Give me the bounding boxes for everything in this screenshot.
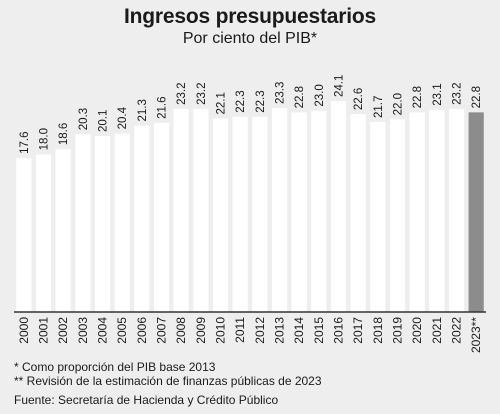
bar-2002 bbox=[55, 149, 71, 312]
bar-chart: 17.6 2000 18.0 2001 18.6 2002 20.3 2003 20.1 2004… bbox=[14, 75, 486, 353]
data-label-2003: 20.3 bbox=[78, 108, 90, 130]
bar-2005 bbox=[114, 133, 130, 312]
bar-2011 bbox=[232, 116, 248, 312]
data-label-2006: 21.3 bbox=[137, 99, 149, 121]
x-tick-label-2006: 2006 bbox=[135, 317, 149, 344]
x-tick-label-2004: 2004 bbox=[96, 317, 110, 344]
data-label-2022: 23.2 bbox=[452, 82, 464, 104]
data-label-2001: 18.0 bbox=[39, 128, 51, 150]
chart-title: Ingresos presupuestarios bbox=[124, 5, 376, 28]
bar-2000 bbox=[16, 157, 32, 312]
data-label-2008: 23.2 bbox=[176, 82, 188, 104]
data-label-2016: 24.1 bbox=[334, 75, 346, 97]
bar-2018 bbox=[370, 122, 386, 312]
data-label-2009: 23.2 bbox=[196, 82, 208, 104]
x-tick-label-2016: 2016 bbox=[332, 317, 346, 344]
x-tick-label-2000: 2000 bbox=[17, 317, 31, 344]
bar-2007 bbox=[153, 122, 170, 312]
x-tick-label-2005: 2005 bbox=[115, 317, 129, 344]
data-label-2007: 21.6 bbox=[157, 96, 169, 118]
data-label-2021: 23.1 bbox=[432, 83, 444, 105]
data-label-2023**: 22.8 bbox=[471, 86, 483, 108]
data-label-2018: 21.7 bbox=[373, 96, 385, 118]
data-label-2019: 22.0 bbox=[393, 93, 405, 115]
data-label-2000: 17.6 bbox=[19, 132, 31, 154]
x-tick-label-2010: 2010 bbox=[214, 317, 228, 344]
bar-2004 bbox=[94, 136, 111, 312]
bar-2015 bbox=[311, 110, 327, 312]
x-tick-label-2019: 2019 bbox=[391, 317, 405, 344]
data-label-2010: 22.1 bbox=[216, 92, 228, 114]
data-label-2015: 23.0 bbox=[314, 84, 326, 106]
data-label-2017: 22.6 bbox=[353, 88, 365, 110]
data-label-2004: 20.1 bbox=[98, 110, 110, 132]
bar-2006 bbox=[134, 125, 150, 312]
bar-2009 bbox=[193, 108, 209, 312]
bar-2008 bbox=[173, 108, 189, 312]
bar-2019 bbox=[389, 119, 406, 312]
x-tick-label-2021: 2021 bbox=[430, 317, 444, 344]
data-label-2002: 18.6 bbox=[58, 123, 70, 145]
bar-2012 bbox=[252, 116, 268, 312]
x-tick-label-2012: 2012 bbox=[253, 317, 267, 344]
bar-2023** bbox=[468, 112, 484, 312]
data-label-2020: 22.8 bbox=[412, 86, 424, 108]
x-tick-label-2013: 2013 bbox=[273, 317, 287, 344]
data-label-2014: 22.8 bbox=[294, 86, 306, 108]
footnote-revision: ** Revisión de la estimación de finanzas… bbox=[14, 374, 322, 388]
data-label-2012: 22.3 bbox=[255, 90, 267, 112]
x-tick-label-2017: 2017 bbox=[351, 317, 365, 344]
footnote-base: * Como proporción del PIB base 2013 bbox=[14, 360, 216, 374]
x-tick-label-2001: 2001 bbox=[37, 317, 51, 344]
bar-2003 bbox=[75, 134, 91, 312]
bar-2022 bbox=[448, 108, 465, 312]
bar-2010 bbox=[212, 118, 229, 312]
x-tick-label-2008: 2008 bbox=[174, 317, 188, 344]
x-tick-label-2020: 2020 bbox=[410, 317, 424, 344]
chart-subtitle: Por ciento del PIB* bbox=[182, 30, 318, 47]
x-tick-label-2022: 2022 bbox=[450, 317, 464, 344]
source-note: Fuente: Secretaría de Hacienda y Crédito… bbox=[14, 393, 279, 407]
x-tick-label-2007: 2007 bbox=[155, 317, 169, 344]
bar-2001 bbox=[35, 154, 52, 312]
x-tick-label-2018: 2018 bbox=[371, 317, 385, 344]
x-tick-label-2011: 2011 bbox=[233, 317, 247, 343]
x-tick-label-2023**: 2023** bbox=[469, 317, 483, 353]
data-label-2011: 22.3 bbox=[235, 90, 247, 112]
bar-2016 bbox=[330, 101, 347, 312]
x-tick-label-2015: 2015 bbox=[312, 317, 326, 344]
bar-2017 bbox=[350, 114, 366, 312]
x-tick-label-2002: 2002 bbox=[56, 317, 70, 344]
x-tick-label-2009: 2009 bbox=[194, 317, 208, 344]
data-label-2013: 23.3 bbox=[275, 82, 287, 104]
data-label-2005: 20.4 bbox=[117, 106, 129, 129]
bar-2013 bbox=[271, 108, 288, 312]
bar-2021 bbox=[429, 109, 445, 312]
bar-2014 bbox=[291, 112, 307, 312]
x-tick-label-2014: 2014 bbox=[292, 317, 306, 344]
bar-2020 bbox=[409, 112, 425, 312]
x-tick-label-2003: 2003 bbox=[76, 317, 90, 344]
